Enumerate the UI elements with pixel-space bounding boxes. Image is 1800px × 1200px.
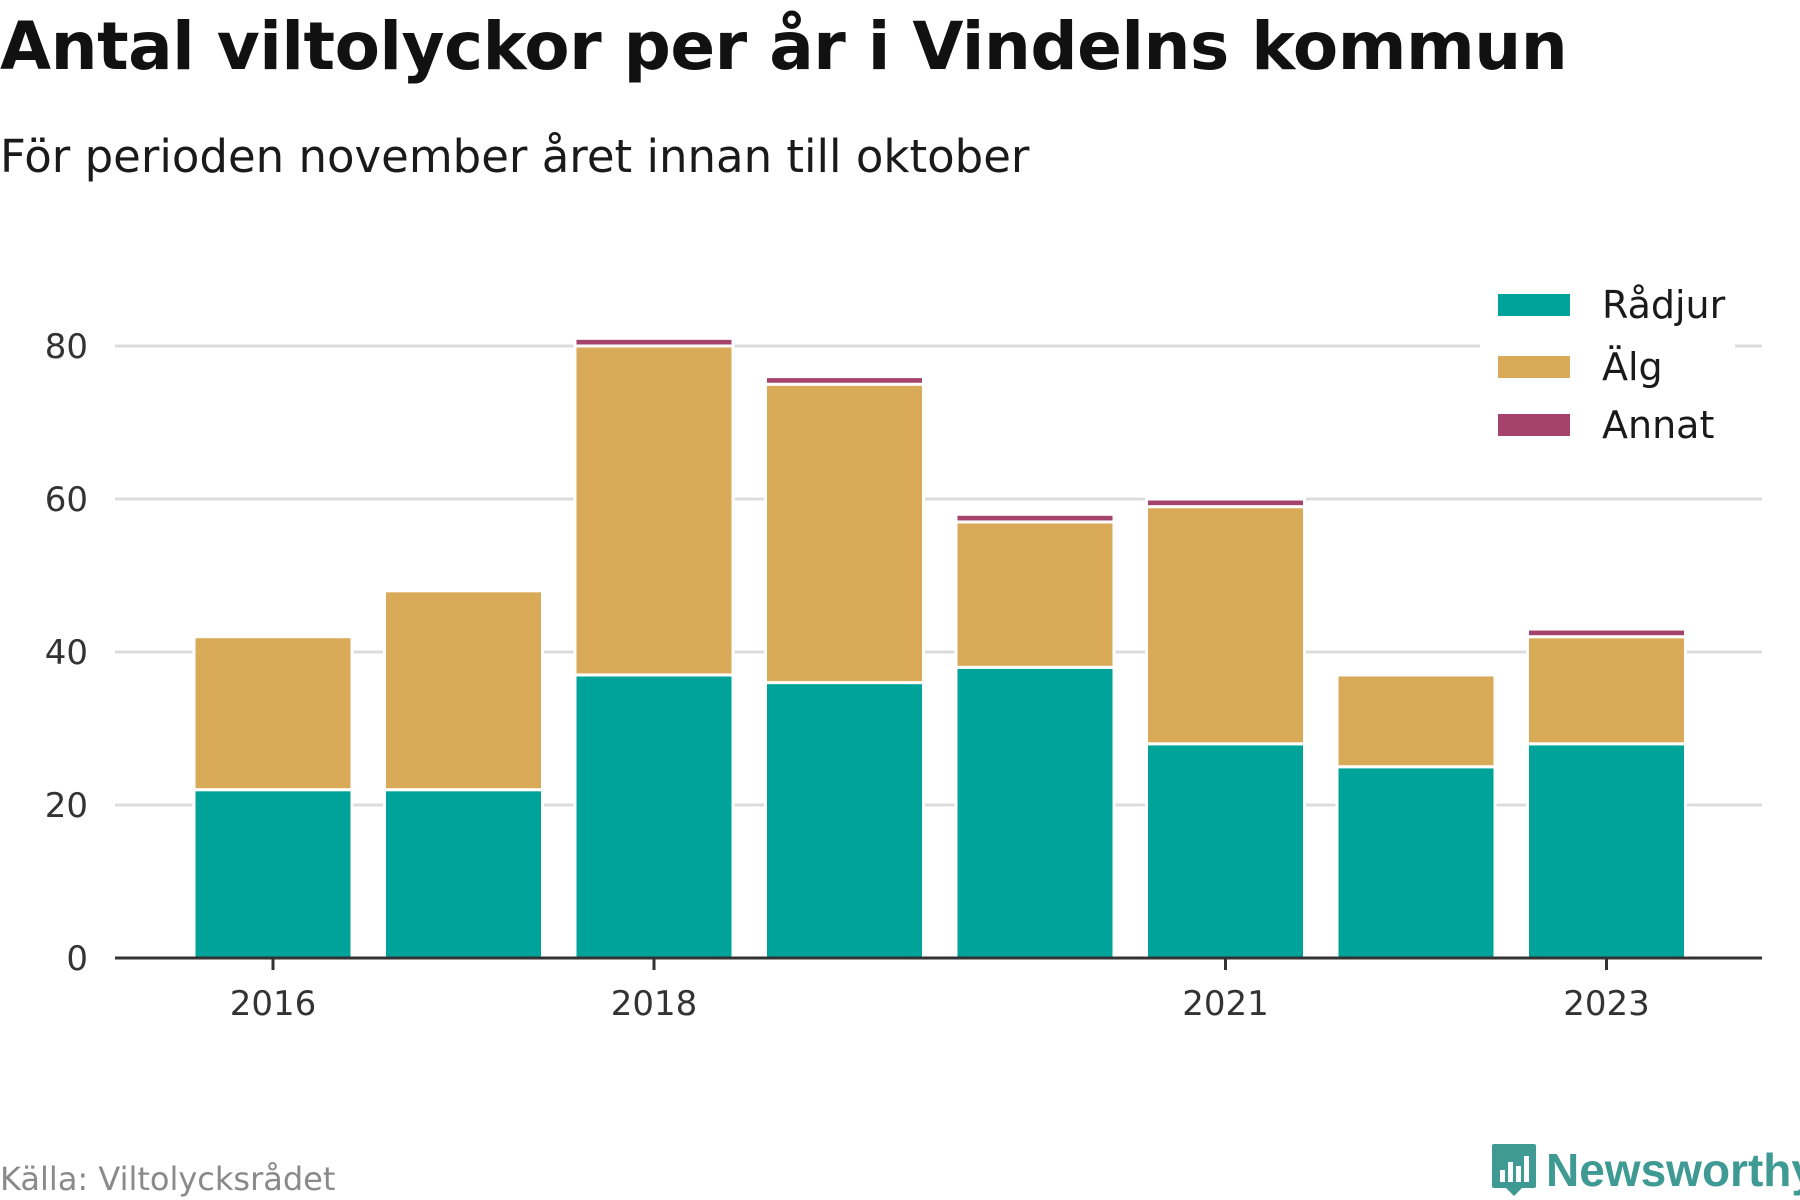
x-tick-label: 2021 <box>1182 984 1269 1024</box>
bar-segment-rådjur-2016 <box>192 788 354 960</box>
bar-segment-älg-2021 <box>1145 505 1306 746</box>
bar-segment-älg-2023 <box>1526 635 1687 746</box>
legend-swatch-annat <box>1498 414 1570 436</box>
bar-segment-rådjur-2022 <box>1335 765 1497 960</box>
bar-segment-rådjur-2018 <box>573 673 735 960</box>
bar-segment-rådjur-2017 <box>383 788 544 960</box>
bar-segment-annat-2023 <box>1526 627 1687 639</box>
bars <box>192 336 1687 960</box>
source-note: Källa: Viltolycksrådet <box>0 1160 336 1198</box>
legend-swatch-älg <box>1498 356 1570 378</box>
bar-segment-älg-2016 <box>192 635 354 792</box>
newsworthy-logo-icon <box>1492 1144 1536 1196</box>
x-tick-label: 2016 <box>230 984 317 1024</box>
legend-label-rådjur: Rådjur <box>1602 283 1726 327</box>
y-tick-label: 60 <box>45 480 88 520</box>
legend-swatch-rådjur <box>1498 294 1570 316</box>
y-tick-label: 40 <box>45 633 88 673</box>
bar-segment-annat-2019 <box>764 375 925 386</box>
chart-subtitle: För perioden november året innan till ok… <box>0 130 1030 183</box>
y-tick-label: 80 <box>45 327 88 367</box>
brand-name: Newsworthy <box>1546 1144 1800 1196</box>
bar-segment-rådjur-2019 <box>764 681 925 960</box>
bar-segment-älg-2019 <box>764 382 925 685</box>
brand-logo: Newsworthy <box>1490 1142 1800 1198</box>
bar-segment-annat-2018 <box>573 336 735 348</box>
legend-label-annat: Annat <box>1602 403 1714 447</box>
x-tick-label: 2023 <box>1563 984 1650 1024</box>
y-axis-tick-labels: 0 20 40 60 80 <box>45 327 88 979</box>
x-axis-tick-labels: 2016 2018 2021 2023 <box>230 984 1650 1024</box>
bar-segment-älg-2022 <box>1335 673 1497 769</box>
bar-segment-älg-2018 <box>573 344 735 677</box>
legend-label-älg: Älg <box>1602 345 1663 389</box>
bar-segment-rådjur-2021 <box>1145 742 1306 960</box>
bar-segment-älg-2020 <box>954 520 1116 669</box>
chart-title: Antal viltolyckor per år i Vindelns komm… <box>0 8 1568 85</box>
x-tick-label: 2018 <box>611 984 698 1024</box>
bar-segment-annat-2020 <box>954 512 1116 524</box>
bar-segment-rådjur-2020 <box>954 665 1116 960</box>
bar-segment-älg-2017 <box>383 589 544 792</box>
axes <box>115 956 1762 970</box>
legend: Rådjur Älg Annat <box>1480 280 1735 447</box>
bar-segment-annat-2021 <box>1145 497 1306 509</box>
bar-segment-rådjur-2023 <box>1526 742 1687 960</box>
y-tick-label: 0 <box>66 939 88 979</box>
y-tick-label: 20 <box>45 786 88 826</box>
